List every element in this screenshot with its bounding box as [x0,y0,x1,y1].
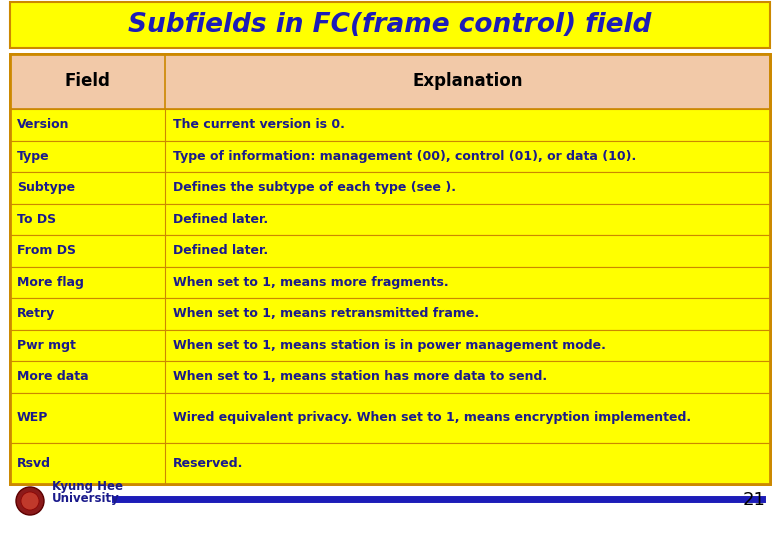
Text: 21: 21 [742,491,765,509]
Bar [10,298,770,329]
Bar [10,140,770,172]
Text: Subtype: Subtype [17,181,75,194]
Text: Type of information: management (00), control (01), or data (10).: Type of information: management (00), co… [173,150,636,163]
Text: The current version is 0.: The current version is 0. [173,118,345,131]
Bar [10,393,770,443]
Text: More flag: More flag [17,276,84,289]
Bar [10,2,770,48]
Text: WEP: WEP [17,411,48,424]
Text: Field: Field [65,72,111,91]
Bar [10,267,770,298]
Text: When set to 1, means station has more data to send.: When set to 1, means station has more da… [173,370,547,383]
Text: When set to 1, means more fragments.: When set to 1, means more fragments. [173,276,448,289]
Bar [10,54,770,484]
Bar [10,361,770,393]
Bar [10,329,770,361]
Text: Wired equivalent privacy. When set to 1, means encryption implemented.: Wired equivalent privacy. When set to 1,… [173,411,691,424]
Circle shape [21,492,39,510]
Text: Version: Version [17,118,69,131]
Bar [10,172,770,204]
Circle shape [16,487,44,515]
Text: Type: Type [17,150,50,163]
Text: From DS: From DS [17,244,76,257]
Bar [10,54,770,109]
Text: Subfields in FC(frame control) field: Subfields in FC(frame control) field [129,12,651,38]
Text: When set to 1, means retransmitted frame.: When set to 1, means retransmitted frame… [173,307,479,320]
Text: Kyung Hee: Kyung Hee [52,480,123,493]
Text: Rsvd: Rsvd [17,457,51,470]
Text: University: University [52,492,120,505]
Bar [10,54,770,484]
Text: Defined later.: Defined later. [173,244,268,257]
Text: To DS: To DS [17,213,56,226]
Bar [10,443,770,484]
Bar [10,204,770,235]
Text: Pwr mgt: Pwr mgt [17,339,76,352]
Text: Defines the subtype of each type (see ).: Defines the subtype of each type (see ). [173,181,456,194]
Text: When set to 1, means station is in power management mode.: When set to 1, means station is in power… [173,339,606,352]
Bar [10,235,770,267]
Bar [10,109,770,140]
Text: Defined later.: Defined later. [173,213,268,226]
Text: Reserved.: Reserved. [173,457,243,470]
Text: Retry: Retry [17,307,55,320]
Text: Explanation: Explanation [413,72,523,91]
Text: More data: More data [17,370,89,383]
